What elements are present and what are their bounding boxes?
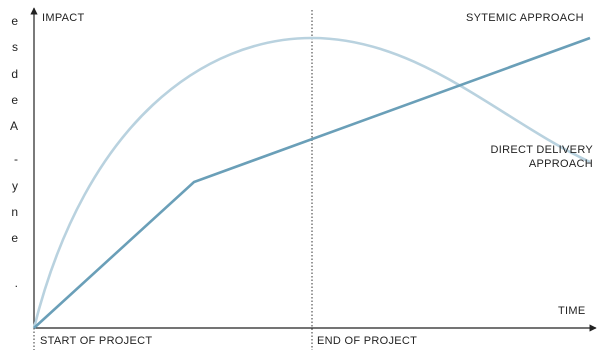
start-of-project-label: START OF PROJECT	[40, 335, 153, 347]
cut-off-letter: .	[14, 276, 18, 290]
systemic-approach-label: SYTEMIC APPROACH	[466, 12, 584, 24]
direct-delivery-curve	[32, 36, 591, 329]
cut-off-adjacent-text: e s d e A - y n e .	[0, 0, 22, 350]
x-axis-label: TIME	[558, 305, 586, 317]
cut-off-letter: y	[12, 179, 18, 193]
cut-off-letter: d	[11, 67, 18, 81]
cut-off-letter: e	[11, 231, 18, 245]
direct-delivery-label-line2: APPROACH	[528, 158, 593, 170]
end-of-project-label: END OF PROJECT	[317, 335, 418, 347]
cut-off-letter: A	[9, 119, 18, 133]
y-axis-label: IMPACT	[42, 12, 85, 24]
direct-delivery-label-line1: DIRECT DELIVERY	[490, 144, 593, 156]
cut-off-letter: e	[11, 93, 18, 107]
cut-off-letter: s	[12, 40, 18, 54]
systemic-approach-line	[33, 36, 591, 329]
cut-off-letter: e	[11, 14, 18, 28]
cut-off-letter: -	[14, 152, 18, 166]
cut-off-letter: n	[11, 205, 18, 219]
